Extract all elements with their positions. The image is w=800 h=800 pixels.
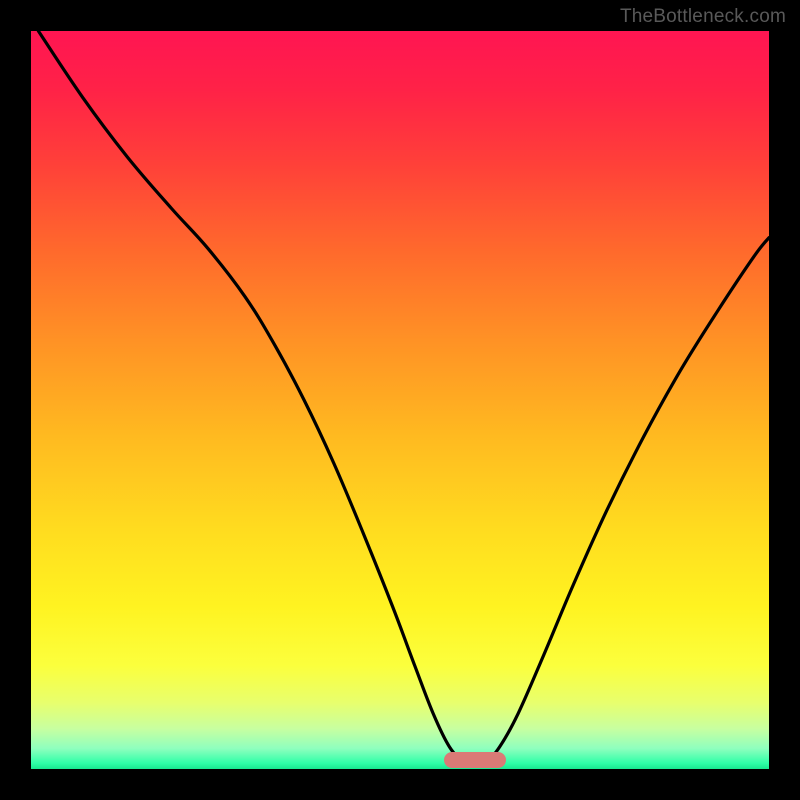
minimum-marker xyxy=(444,752,506,768)
curve-svg xyxy=(31,31,769,769)
watermark-text: TheBottleneck.com xyxy=(620,6,786,28)
bottleneck-curve xyxy=(38,31,769,762)
plot-area xyxy=(31,31,769,769)
